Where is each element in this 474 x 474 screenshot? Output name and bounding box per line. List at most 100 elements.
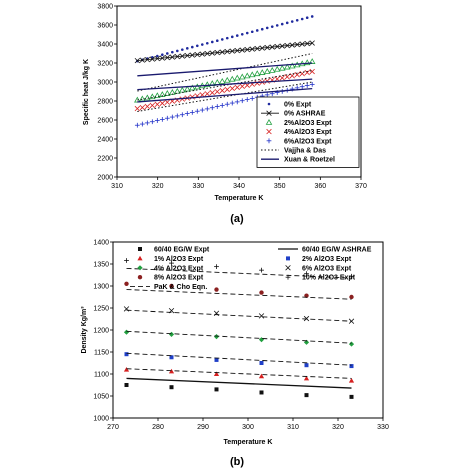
chart-a-data-point <box>164 99 170 105</box>
chart-a-data-point <box>180 48 184 51</box>
chart-b-data-point <box>258 373 265 379</box>
chart-a-xtick-label: 370 <box>355 183 367 190</box>
chart-a-xtick-label: 340 <box>233 183 245 190</box>
chart-a-data-point <box>154 92 161 99</box>
chart-a-legend-label: 2%Al2O3 Expt <box>284 120 332 127</box>
chart-a-data-point <box>184 85 191 92</box>
chart-a-data-point <box>249 95 255 101</box>
chart-a-legend-marker <box>267 102 271 106</box>
chart-a-legend-marker <box>265 118 273 125</box>
chart-b-series-line <box>126 309 352 322</box>
chart-b-legend-marker <box>285 274 291 280</box>
chart-b-data-point <box>123 367 130 372</box>
chart-b-series-line <box>126 289 352 300</box>
chart-b-xtick-label: 330 <box>377 424 389 431</box>
chart-a-data-point <box>243 72 251 79</box>
chart-a-legend-label: Xuan & Roetzel <box>284 157 335 164</box>
chart-b-ytick-label: 1250 <box>93 306 109 313</box>
chart-b-data-point <box>304 271 309 277</box>
chart-a-series-line <box>137 88 313 103</box>
chart-b-data-point <box>123 329 130 335</box>
chart-a-data-point <box>268 66 276 73</box>
chart-b-legend-label: 6% Al2O3 Expt <box>302 265 352 272</box>
chart-a-data-point <box>210 40 214 44</box>
chart-a-data-point <box>258 69 266 75</box>
chart-a-data-point <box>159 91 166 97</box>
chart-a-data-point <box>234 84 240 91</box>
chart-a-series-line <box>137 42 313 62</box>
chart-b-ytick-label: 1000 <box>93 416 109 423</box>
chart-b-legend-label: PaK & Cho Eqn. <box>154 284 207 291</box>
chart-b-xtick-label: 310 <box>287 424 299 431</box>
chart-b-legend-marker <box>137 255 143 261</box>
chart-a-data-point <box>169 114 175 120</box>
chart-b-data-point <box>259 267 264 273</box>
chart-a-ytick-label: 2000 <box>97 175 113 182</box>
chart-a-data-point <box>200 43 204 46</box>
chart-a-data-point <box>273 65 281 72</box>
chart-a-xtick-label: 330 <box>192 183 204 190</box>
chart-b-data-point <box>169 260 174 266</box>
chart-b-ytick-label: 1100 <box>94 372 109 379</box>
chart-a-data-point <box>230 35 234 39</box>
chart-a-data-point <box>224 101 230 107</box>
chart-b-data-point <box>348 378 355 383</box>
chart-a-ytick-label: 3200 <box>97 61 113 68</box>
chart-b-data-point <box>258 313 265 319</box>
chart-a-data-point <box>209 90 215 96</box>
chart-a-ytick-label: 3400 <box>97 42 113 49</box>
chart-a-data-point <box>299 84 305 90</box>
chart-b-legend-label: 2% Al2O3 Expt <box>302 256 352 263</box>
chart-a-data-point <box>305 16 309 20</box>
chart-a-data-point <box>239 83 245 90</box>
chart-a-data-point <box>278 64 286 71</box>
chart-b-legend-label: 10% Al2O3 Expt <box>302 275 356 282</box>
chart-a-legend-label: 6%Al2O3 Expt <box>284 138 332 145</box>
chart-a-data-point <box>229 85 235 92</box>
chart-a-data-point <box>179 86 186 93</box>
chart-a-data-point <box>164 90 171 96</box>
chart-a-data-point <box>189 84 196 91</box>
chart-a-data-point <box>244 97 250 102</box>
chart-a-data-point <box>284 74 290 80</box>
chart-b-legend-marker <box>137 275 143 280</box>
chart-a-data-point <box>275 24 279 27</box>
chart-b-series-line <box>126 368 352 379</box>
chart-a-series-line <box>137 70 313 101</box>
chart-a-data-point <box>149 102 156 109</box>
chart-a-data-point <box>270 25 274 28</box>
chart-a-data-point <box>239 98 245 104</box>
chart-a-data-point <box>240 33 244 36</box>
chart-a-data-point <box>154 101 161 108</box>
chart-b-data-point <box>304 393 309 398</box>
chart-b-data-point <box>349 364 354 369</box>
chart-b-legend-marker <box>286 256 290 261</box>
chart-a-data-point <box>283 63 291 70</box>
chart-a: 310 320 330 340 350 360 370 2000 2200 2400 2600 280… <box>83 4 367 226</box>
chart-a-ytick-label: 3000 <box>97 80 113 87</box>
chart-b-series-line <box>126 330 352 344</box>
chart-b-data-point <box>304 363 309 368</box>
chart-a-data-point <box>154 118 160 123</box>
chart-a-ytick-label: 2800 <box>97 99 113 106</box>
chart-a-data-point <box>205 41 209 45</box>
chart-a-legend-marker <box>266 138 272 144</box>
chart-a-data-point <box>194 108 200 114</box>
chart-a-data-point <box>214 88 220 95</box>
chart-a-data-point <box>144 103 151 110</box>
chart-a-data-point <box>185 47 189 50</box>
chart-a-data-point <box>310 15 314 18</box>
chart-a-data-point <box>199 107 205 113</box>
chart-a-data-point <box>290 20 294 23</box>
chart-b-xtick-label: 320 <box>332 424 344 431</box>
chart-b-legend-label: 60/40 EG/W Expt <box>154 247 210 254</box>
chart-a-data-point <box>139 104 146 111</box>
chart-a-data-point <box>156 54 159 58</box>
chart-b: 270 280 290 300 310 320 330 1000 1050 1100 1150 120… <box>81 240 389 469</box>
chart-b-xtick-label: 280 <box>152 424 164 431</box>
chart-b-data-point <box>168 331 175 337</box>
chart-a-data-point <box>204 106 210 112</box>
chart-a-data-point <box>219 102 225 108</box>
chart-a-data-point <box>139 121 145 127</box>
chart-a-data-point <box>195 44 199 48</box>
